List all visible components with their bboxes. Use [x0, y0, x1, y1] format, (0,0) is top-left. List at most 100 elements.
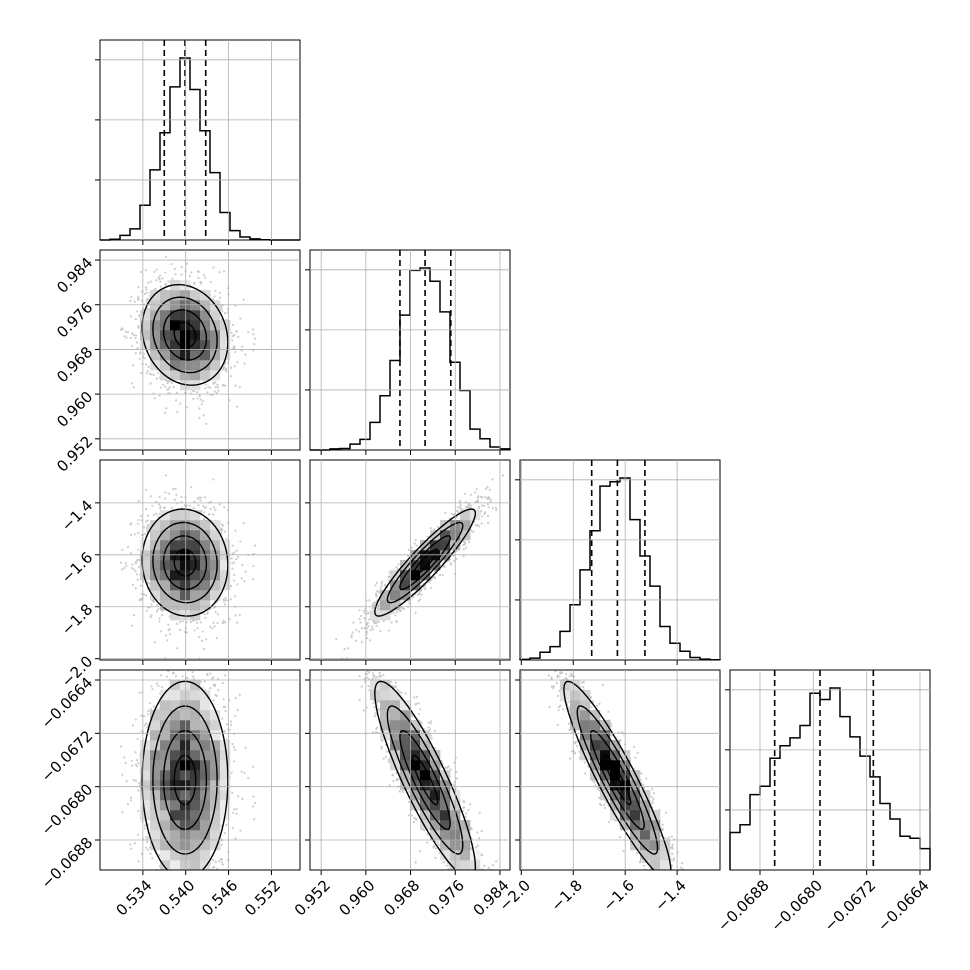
- scatter-point: [598, 802, 602, 805]
- scatter-point: [486, 503, 490, 506]
- scatter-point: [132, 568, 135, 571]
- density-cell: [170, 530, 181, 541]
- density-cell: [410, 790, 421, 801]
- scatter-point: [235, 808, 238, 811]
- scatter-point: [252, 765, 255, 768]
- scatter-point: [137, 873, 139, 875]
- scatter-point: [176, 410, 179, 414]
- scatter-point: [224, 599, 228, 602]
- scatter-point: [671, 852, 674, 855]
- panel-background: [730, 670, 930, 870]
- density-cell: [660, 850, 671, 861]
- scatter-point: [386, 750, 389, 753]
- scatter-point: [363, 617, 366, 620]
- scatter-point: [478, 887, 480, 889]
- scatter-point: [218, 291, 221, 294]
- density-cell: [400, 780, 411, 791]
- scatter-point: [211, 298, 215, 301]
- scatter-point: [231, 791, 234, 794]
- y-tick-label: 0.960: [53, 388, 96, 431]
- scatter-point: [375, 624, 378, 627]
- scatter-point: [167, 670, 170, 673]
- scatter-point: [209, 507, 212, 511]
- scatter-point: [253, 818, 256, 821]
- scatter-point: [155, 377, 159, 380]
- scatter-point: [150, 603, 153, 606]
- scatter-point: [567, 664, 569, 666]
- scatter-point: [635, 852, 638, 855]
- scatter-point: [489, 498, 493, 501]
- scatter-point: [166, 639, 169, 642]
- density-cell: [410, 770, 421, 781]
- density-cell: [190, 530, 201, 541]
- scatter-point: [495, 860, 498, 863]
- scatter-point: [224, 596, 227, 600]
- scatter-point: [206, 674, 209, 677]
- density-cell: [170, 710, 181, 721]
- density-cell: [570, 710, 581, 721]
- density-cell: [190, 540, 201, 551]
- scatter-point: [596, 787, 599, 790]
- density-cell: [180, 700, 191, 711]
- histogram-step-line: [310, 267, 511, 451]
- scatter-point: [427, 721, 430, 724]
- scatter-point: [640, 772, 643, 775]
- density-cell: [210, 330, 221, 341]
- scatter-point: [376, 590, 379, 593]
- scatter-point: [157, 515, 160, 518]
- scatter-point: [252, 333, 255, 336]
- scatter-point: [390, 621, 393, 624]
- scatter-point: [596, 704, 599, 707]
- scatter-point: [131, 724, 135, 727]
- scatter-point: [209, 386, 212, 389]
- scatter-point: [690, 908, 692, 910]
- scatter-point: [139, 514, 143, 518]
- scatter-point: [669, 872, 671, 874]
- scatter-point: [452, 513, 455, 516]
- scatter-point: [178, 873, 180, 875]
- density-cell: [170, 570, 181, 581]
- scatter-point: [469, 493, 473, 496]
- scatter-point: [221, 717, 224, 720]
- scatter-point: [357, 630, 361, 633]
- scatter-point: [360, 627, 363, 630]
- scatter-point: [352, 664, 354, 666]
- scatter-point: [192, 397, 195, 400]
- scatter-point: [218, 503, 221, 506]
- scatter-point: [380, 747, 383, 750]
- contour-level-2: [162, 309, 208, 361]
- scatter-point: [243, 771, 246, 775]
- scatter-point: [392, 611, 395, 614]
- scatter-point: [367, 611, 371, 614]
- scatter-point: [185, 631, 188, 634]
- scatter-point: [126, 331, 130, 334]
- density-cell: [220, 770, 231, 781]
- density-cell: [440, 820, 451, 831]
- scatter-point: [199, 621, 202, 624]
- scatter-point: [156, 603, 159, 607]
- density-cell: [410, 730, 421, 741]
- density-cell: [390, 600, 401, 611]
- scatter-point: [159, 386, 162, 389]
- scatter-point: [193, 629, 196, 632]
- density-cell: [210, 530, 221, 541]
- density-cell: [200, 750, 211, 761]
- density-cell: [200, 740, 211, 751]
- scatter-point: [231, 335, 234, 338]
- density-cell: [150, 780, 161, 791]
- scatter-point: [355, 628, 358, 631]
- scatter-point: [149, 382, 152, 385]
- scatter-point: [225, 538, 228, 541]
- density-cell: [190, 820, 201, 831]
- density-cell: [440, 530, 451, 541]
- scatter-point: [470, 877, 472, 879]
- density-cell: [410, 760, 421, 771]
- scatter-point: [371, 628, 374, 631]
- x-tick-label: −0.0664: [874, 876, 933, 935]
- scatter-point: [584, 772, 587, 775]
- scatter-point: [433, 729, 437, 733]
- scatter-point: [144, 532, 147, 535]
- density-cell: [200, 360, 211, 371]
- scatter-point: [381, 580, 384, 583]
- scatter-point: [131, 563, 134, 566]
